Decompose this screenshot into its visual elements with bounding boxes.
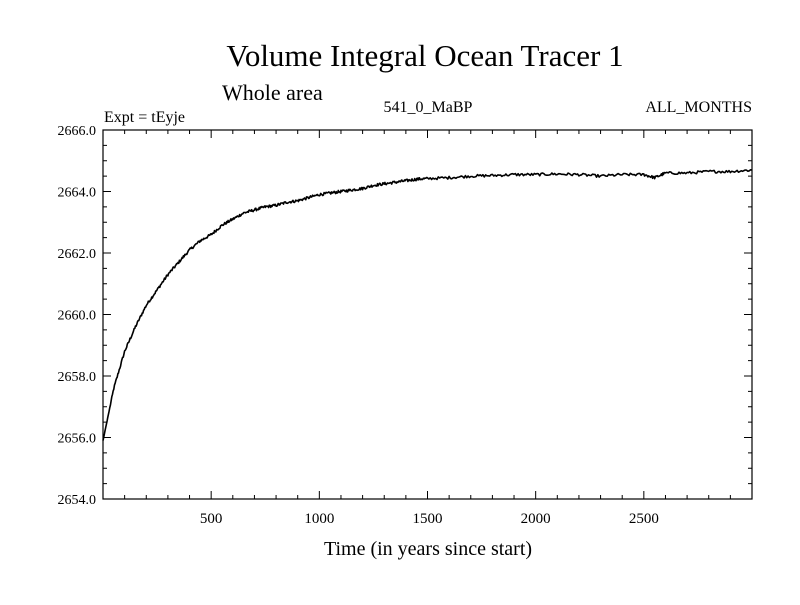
y-tick-label: 2666.0 xyxy=(58,124,97,139)
x-tick-label: 2500 xyxy=(629,511,659,527)
x-tick-label: 1500 xyxy=(413,511,443,527)
x-tick-label: 2000 xyxy=(521,511,551,527)
chart-title: Volume Integral Ocean Tracer 1 xyxy=(226,38,623,73)
series-layer xyxy=(102,169,753,441)
experiment-label: Expt = tEyje xyxy=(104,109,185,126)
months-label: ALL_MONTHS xyxy=(645,99,752,116)
x-axis-tick-labels: 500 1000 1500 2000 2500 xyxy=(200,511,659,527)
x-tick-label: 500 xyxy=(200,511,223,527)
axis-ticks xyxy=(103,129,752,500)
series-line xyxy=(102,169,753,441)
y-tick-label: 2658.0 xyxy=(58,370,97,385)
y-tick-label: 2664.0 xyxy=(58,186,97,201)
y-tick-label: 2656.0 xyxy=(58,432,97,447)
y-tick-label: 2654.0 xyxy=(58,493,97,508)
x-axis-label: Time (in years since start) xyxy=(324,538,532,560)
y-tick-label: 2660.0 xyxy=(58,309,97,324)
plot-frame xyxy=(102,129,753,500)
chart-subtitle: Whole area xyxy=(222,80,323,105)
period-label: 541_0_MaBP xyxy=(384,99,473,116)
x-tick-label: 1000 xyxy=(304,511,334,527)
y-axis-tick-labels: 2654.0 2656.0 2658.0 2660.0 2662.0 2664.0 2666… xyxy=(58,124,97,508)
y-tick-label: 2662.0 xyxy=(58,247,97,262)
